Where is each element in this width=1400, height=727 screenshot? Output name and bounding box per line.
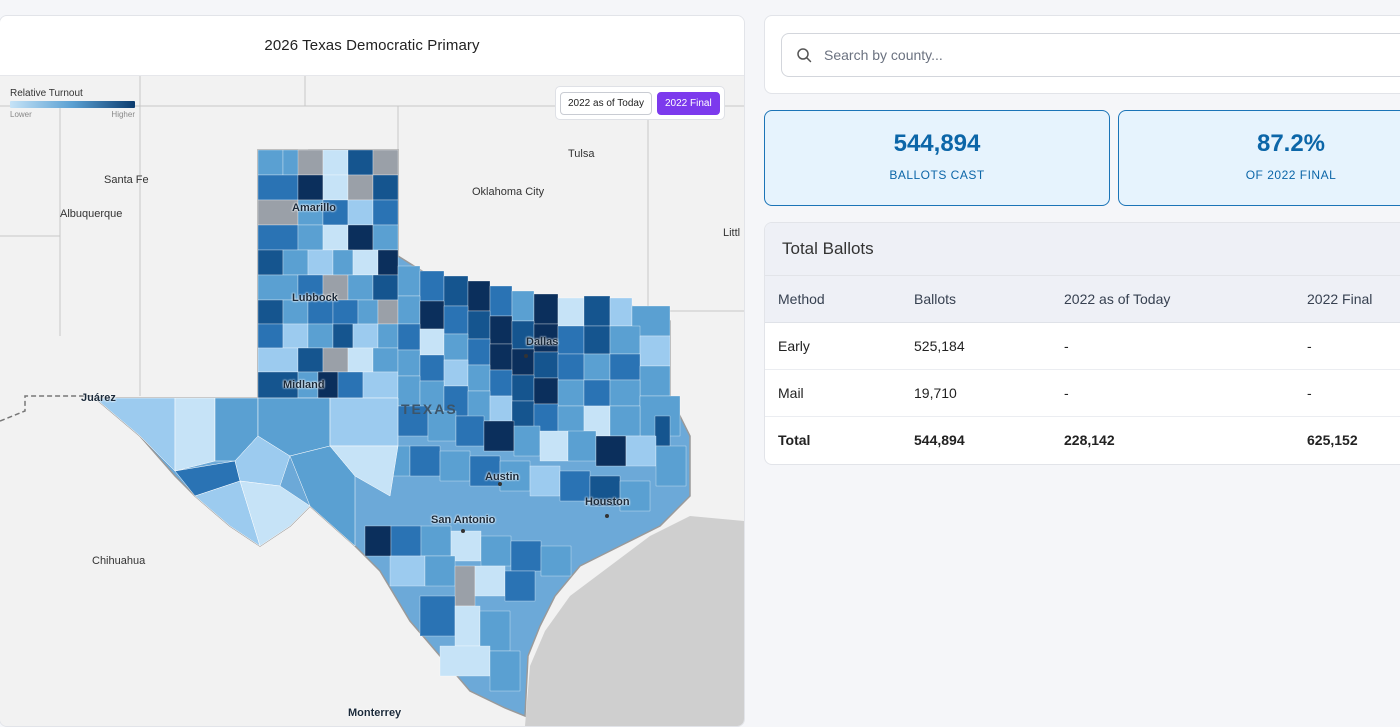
cell-ballots: 544,894 <box>914 432 965 448</box>
column-header-2022-as-of-today[interactable]: 2022 as of Today <box>1064 276 1307 323</box>
total-ballots-card: Total Ballots Method Ballots 2022 as of … <box>764 222 1400 465</box>
mexico-border <box>0 395 95 422</box>
map-canvas[interactable] <box>0 76 744 726</box>
legend-low-label: Lower <box>10 110 32 119</box>
map-label-santa-fe: Santa Fe <box>104 174 149 186</box>
turnout-legend: Relative Turnout Lower Higher <box>10 88 140 119</box>
map-header: 2026 Texas Democratic Primary <box>0 16 744 76</box>
legend-range: Lower Higher <box>10 110 135 119</box>
county-blocks <box>364 265 687 692</box>
map-label-houston: Houston <box>585 496 630 508</box>
map-title: 2026 Texas Democratic Primary <box>264 37 480 54</box>
column-header-ballots[interactable]: Ballots <box>914 276 1064 323</box>
stat-label: BALLOTS CAST <box>889 168 985 182</box>
cell-ballots: 19,710 <box>914 369 1064 417</box>
cell-2022-as-of-today: - <box>1064 322 1307 370</box>
map-label-monterrey: Monterrey <box>348 707 402 719</box>
west-counties <box>94 397 399 547</box>
map-label-juarez: Juárez <box>81 392 116 404</box>
search-box[interactable] <box>781 33 1400 77</box>
stat-card-ballots-cast: 544,894 BALLOTS CAST <box>764 110 1110 206</box>
stat-value: 544,894 <box>893 130 981 157</box>
search-icon <box>797 48 812 63</box>
legend-gradient <box>10 101 135 108</box>
city-dots <box>461 354 609 533</box>
map-label-lubbock: Lubbock <box>292 292 338 304</box>
table-header-row: Method Ballots 2022 as of Today 2022 Fin… <box>765 276 1400 323</box>
cell-method: Mail <box>765 369 914 417</box>
cell-2022-final: 625,152 <box>1307 432 1358 448</box>
map-label-oklahoma-city: Oklahoma City <box>472 186 545 198</box>
turnout-map[interactable]: Relative Turnout Lower Higher 2022 as of… <box>0 76 744 726</box>
map-label-albuquerque: Albuquerque <box>60 208 123 220</box>
map-label-little-rock: Littl <box>723 227 741 239</box>
comparison-toggle: 2022 as of Today 2022 Final <box>555 86 725 120</box>
stat-card-percent-of-final: 87.2% OF 2022 FINAL <box>1118 110 1400 206</box>
table-total-row: Total 544,894 228,142 625,152 <box>765 417 1400 464</box>
toggle-2022-final[interactable]: 2022 Final <box>657 91 720 115</box>
cell-method: Early <box>765 322 914 370</box>
cell-ballots: 525,184 <box>914 322 1064 370</box>
cell-method: Total <box>778 432 811 448</box>
cell-2022-as-of-today: 228,142 <box>1064 432 1115 448</box>
table-title: Total Ballots <box>782 239 874 258</box>
stat-value: 87.2% <box>1256 130 1326 157</box>
search-card <box>764 15 1400 94</box>
map-label-san-antonio: San Antonio <box>431 514 496 526</box>
map-label-chihuahua: Chihuahua <box>92 555 146 567</box>
legend-high-label: Higher <box>111 110 135 119</box>
cell-2022-final: - <box>1307 322 1400 370</box>
table-row: Early 525,184 - - <box>765 322 1400 370</box>
map-label-midland: Midland <box>283 379 325 391</box>
legend-title: Relative Turnout <box>10 88 83 99</box>
ballots-table: Method Ballots 2022 as of Today 2022 Fin… <box>765 276 1400 463</box>
cell-2022-final: - <box>1307 369 1400 417</box>
map-label-austin: Austin <box>485 471 520 483</box>
county-search-input[interactable] <box>822 46 1386 64</box>
map-label-texas: TEXAS <box>401 401 458 417</box>
cell-2022-as-of-today: - <box>1064 369 1307 417</box>
stat-label: OF 2022 FINAL <box>1245 168 1337 182</box>
column-header-2022-final[interactable]: 2022 Final <box>1307 276 1400 323</box>
map-card: 2026 Texas Democratic Primary <box>0 15 745 727</box>
toggle-2022-as-of-today[interactable]: 2022 as of Today <box>560 91 652 115</box>
map-label-tulsa: Tulsa <box>568 148 595 160</box>
county-grid <box>257 149 399 399</box>
column-header-method[interactable]: Method <box>765 276 914 323</box>
map-label-dallas: Dallas <box>526 336 559 348</box>
map-label-amarillo: Amarillo <box>292 202 337 214</box>
gulf-of-mexico <box>525 516 744 726</box>
table-row: Mail 19,710 - - <box>765 369 1400 417</box>
table-title-bar: Total Ballots <box>765 223 1400 276</box>
